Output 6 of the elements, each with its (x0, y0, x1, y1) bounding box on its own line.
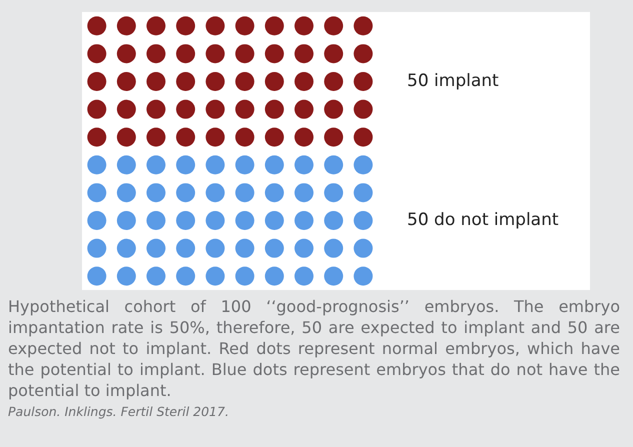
text: Paulson. Inklings. Fertil Steril 2017. (8, 404, 229, 419)
category-label: do not implant (434, 210, 559, 230)
category-label: implant (434, 70, 499, 90)
data-label: 50 (407, 210, 429, 230)
text: Hypothetical cohort of 100 ‘‘good-prognosis’’ embryos. The embryo impantation rate is 50%, therefore, 50 are expected to implant and 50 are expected not to implant. Red dots represent normal embryos, which have the potential to implant. Blue dots represent embryos that do not have the potential to implant. (8, 296, 620, 401)
data-label: 50 (407, 70, 429, 90)
